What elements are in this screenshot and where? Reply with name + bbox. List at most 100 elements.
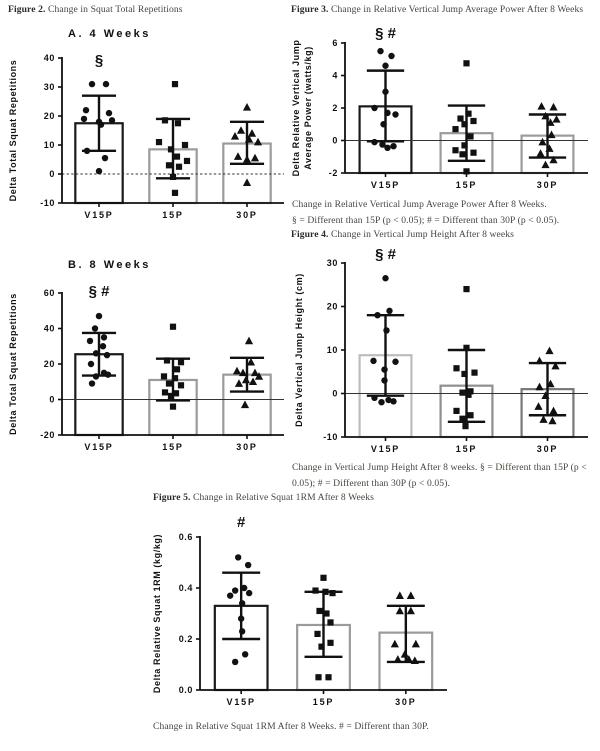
group-V15P: V15P xyxy=(80,80,117,220)
data-point-square xyxy=(329,590,336,597)
data-point-triangle xyxy=(254,372,264,380)
figure3-footnote-line2: § = Different than 15P (p < 0.05); # = D… xyxy=(292,214,560,226)
data-point-triangle xyxy=(546,379,555,388)
panel-title: A. 4 Weeks xyxy=(68,28,151,40)
data-point-square xyxy=(470,117,477,125)
data-point-circle xyxy=(240,584,248,592)
data-point-circle xyxy=(238,600,246,607)
panel-title: B. 8 Weeks xyxy=(68,259,151,271)
data-point-square xyxy=(172,390,180,397)
data-point-triangle xyxy=(545,144,554,152)
data-point-circle xyxy=(92,373,100,380)
data-point-circle xyxy=(87,360,95,368)
data-point-circle xyxy=(92,350,100,357)
y-tick-label: -10 xyxy=(323,432,338,442)
y-axis-label: Delta Total Squat Repetitions xyxy=(8,60,18,202)
figure4-caption-text: Change in Vertical Jump Height After 8 w… xyxy=(328,229,514,240)
data-point-circle xyxy=(380,121,387,128)
data-point-circle xyxy=(100,334,108,341)
data-point-square xyxy=(463,168,470,175)
figure3-caption: Figure 3. Change in Relative Vertical Ju… xyxy=(291,4,597,17)
group-30P: 30P xyxy=(386,591,425,707)
data-point-triangle xyxy=(549,102,558,111)
data-point-circle xyxy=(91,325,99,332)
y-tick-label: 60 xyxy=(44,288,55,298)
y-tick-label: 4 xyxy=(332,71,338,81)
data-point-triangle xyxy=(242,155,252,163)
category-label: 30P xyxy=(537,444,558,454)
data-point-square xyxy=(315,674,322,681)
y-tick-label: 0.4 xyxy=(179,583,193,593)
data-point-triangle xyxy=(236,126,246,134)
y-tick-label: -20 xyxy=(40,430,55,440)
data-point-square xyxy=(461,121,468,128)
data-point-square xyxy=(318,643,325,650)
figure5-caption: Figure 5. Change in Relative Squat 1RM A… xyxy=(153,492,473,505)
data-point-circle xyxy=(102,80,110,88)
data-point-triangle xyxy=(234,379,244,387)
data-point-square xyxy=(173,366,181,373)
y-tick-label: 20 xyxy=(327,302,338,312)
sig-marker: § xyxy=(95,52,103,69)
group-15P: 15P xyxy=(447,286,486,454)
data-point-square xyxy=(171,375,179,382)
data-point-triangle xyxy=(552,115,561,123)
data-point-circle xyxy=(105,109,113,117)
chart-vertical-jump-height: V15P 15P 30P -10 0 10 20 30 § # Delta Vertical Ju… xyxy=(294,246,588,454)
data-point-circle xyxy=(382,88,389,95)
y-axis-label: Delta Relative Vertical Jump xyxy=(291,40,301,177)
group-V15P: V15P xyxy=(222,554,261,707)
category-label: 15P xyxy=(456,180,477,190)
data-point-circle xyxy=(95,312,103,320)
data-point-triangle xyxy=(242,103,252,111)
data-point-circle xyxy=(374,312,381,319)
data-point-triangle xyxy=(244,336,254,345)
data-point-square xyxy=(167,392,175,400)
data-point-triangle xyxy=(240,400,250,409)
data-point-triangle xyxy=(404,655,413,663)
data-point-triangle xyxy=(539,415,548,423)
y-axis-label: Delta Vertical Jump Height (cm) xyxy=(294,273,304,427)
data-point-circle xyxy=(390,398,397,405)
data-point-circle xyxy=(384,144,391,152)
figure2-caption: Figure 2. Change in Squat Total Repetiti… xyxy=(8,4,288,17)
y-tick-label: 0 xyxy=(332,136,338,146)
data-point-square xyxy=(463,344,470,351)
data-point-square xyxy=(175,163,183,170)
data-point-circle xyxy=(392,111,399,118)
group-30P: 30P xyxy=(528,346,567,454)
data-point-triangle xyxy=(410,656,419,664)
data-point-circle xyxy=(244,561,252,569)
y-tick-label: 30 xyxy=(327,258,338,268)
category-label: V15P xyxy=(84,442,113,452)
data-point-triangle xyxy=(395,606,404,615)
data-point-triangle xyxy=(549,155,558,164)
data-point-square xyxy=(453,365,460,372)
data-point-square xyxy=(161,117,169,124)
figure5-caption-label: Figure 5. xyxy=(153,492,191,503)
chart-squat-reps-8-weeks: V15P 15P 30P -20 0 20 40 60 § # B. 8 Weeks Delta T… xyxy=(8,259,284,452)
data-point-circle xyxy=(88,380,96,387)
data-point-triangle xyxy=(250,153,260,162)
data-point-square xyxy=(465,391,472,398)
data-point-triangle xyxy=(246,357,256,366)
data-point-triangle xyxy=(390,639,399,648)
data-point-square xyxy=(314,630,321,637)
category-label: 15P xyxy=(162,442,183,452)
data-point-circle xyxy=(86,337,94,345)
data-point-square xyxy=(459,151,466,158)
data-point-triangle xyxy=(232,366,242,375)
y-tick-label: 6 xyxy=(332,38,338,48)
data-point-triangle xyxy=(549,406,558,415)
y-axis-label: Delta Relative Squat 1RM (kg/kg) xyxy=(152,534,162,693)
category-label: 15P xyxy=(313,697,334,707)
data-point-triangle xyxy=(538,137,547,146)
chart-squat-reps-4-weeks: V15P 15P 30P -10 0 10 20 30 40 § A. 4 Weeks Delta T… xyxy=(8,28,284,220)
data-point-square xyxy=(463,286,470,293)
data-point-circle xyxy=(234,554,242,561)
data-point-square xyxy=(323,610,330,617)
data-point-triangle xyxy=(411,639,420,648)
y-tick-label: 20 xyxy=(44,111,55,121)
group-15P: 15P xyxy=(304,574,343,707)
